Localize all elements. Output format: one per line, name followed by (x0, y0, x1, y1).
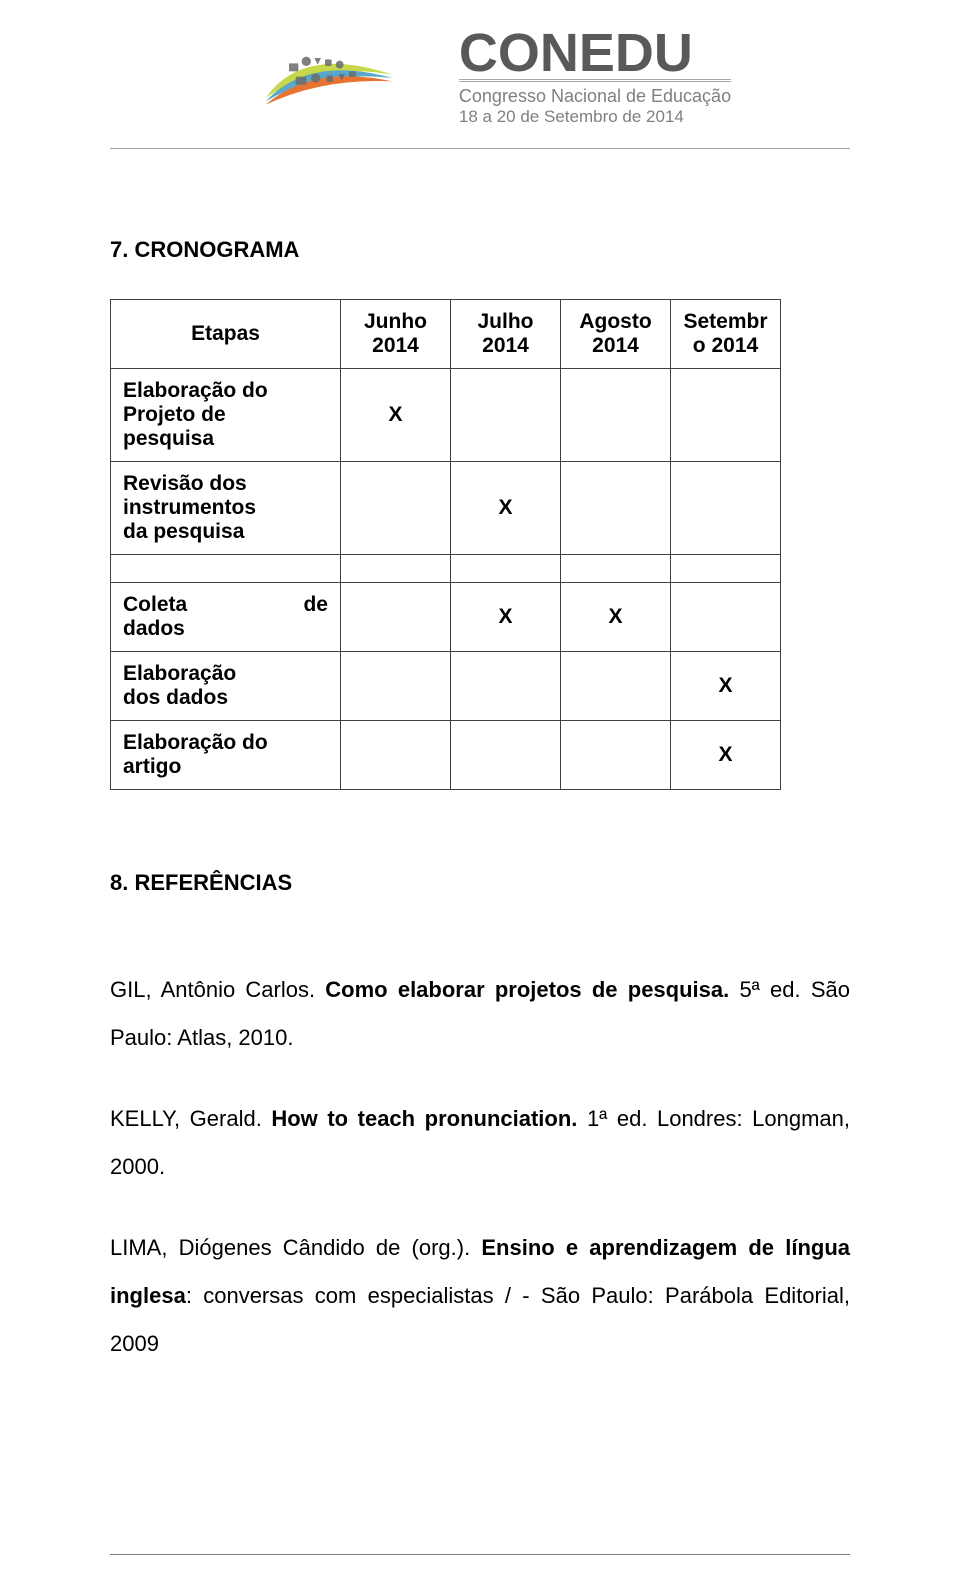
cell-x: X (451, 583, 561, 652)
brand-title: CONEDU (459, 29, 731, 83)
cell (561, 721, 671, 790)
cell (561, 462, 671, 555)
cell-x: X (561, 583, 671, 652)
logo-conedu-graphic (229, 18, 429, 138)
page-content: 7. CRONOGRAMA Etapas Junho2014 Julho2014… (110, 157, 850, 1369)
reference-item: KELLY, Gerald. How to teach pronunciatio… (110, 1095, 850, 1192)
footer-rule (110, 1554, 850, 1555)
cell (561, 652, 671, 721)
col-header-agosto: Agosto2014 (561, 300, 671, 369)
reference-item: LIMA, Diógenes Cândido de (org.). Ensino… (110, 1224, 850, 1369)
cell (451, 652, 561, 721)
reference-item: GIL, Antônio Carlos. Como elaborar proje… (110, 966, 850, 1063)
col-header-junho: Junho2014 (341, 300, 451, 369)
page-header: CONEDU Congresso Nacional de Educação 18… (0, 0, 960, 146)
row-label: Elaboração dos dados (111, 652, 341, 721)
cell (671, 583, 781, 652)
cell-x: X (671, 721, 781, 790)
row-label: Elaboração do Projeto de pesquisa (111, 369, 341, 462)
table-row: Coletade dados X X (111, 583, 781, 652)
section-8-title: 8. REFERÊNCIAS (110, 870, 850, 896)
header-rule (110, 148, 850, 149)
cell (671, 369, 781, 462)
table-row: Elaboração dos dados X (111, 652, 781, 721)
col-header-setembro: Setembro 2014 (671, 300, 781, 369)
cell-x: X (671, 652, 781, 721)
cronograma-table: Etapas Junho2014 Julho2014 Agosto2014 Se… (110, 299, 781, 790)
col-header-julho: Julho2014 (451, 300, 561, 369)
row-label: Elaboração do artigo (111, 721, 341, 790)
table-row: Revisão dos instrumentos da pesquisa X (111, 462, 781, 555)
swoosh-icon (229, 38, 429, 118)
row-label: Coletade dados (111, 583, 341, 652)
row-label: Revisão dos instrumentos da pesquisa (111, 462, 341, 555)
cell (341, 652, 451, 721)
table-row: Elaboração do artigo X (111, 721, 781, 790)
cell (451, 369, 561, 462)
cell (341, 721, 451, 790)
col-header-etapas: Etapas (111, 300, 341, 369)
logo-text-block: CONEDU Congresso Nacional de Educação 18… (459, 29, 731, 128)
references-list: GIL, Antônio Carlos. Como elaborar proje… (110, 966, 850, 1369)
cell (561, 369, 671, 462)
table-header-row: Etapas Junho2014 Julho2014 Agosto2014 Se… (111, 300, 781, 369)
cell (341, 462, 451, 555)
brand-dates: 18 a 20 de Setembro de 2014 (459, 107, 731, 127)
brand-subtitle: Congresso Nacional de Educação (459, 86, 731, 107)
section-7-title: 7. CRONOGRAMA (110, 237, 850, 263)
cronograma-table-wrap: Etapas Junho2014 Julho2014 Agosto2014 Se… (110, 299, 850, 790)
table-row: Elaboração do Projeto de pesquisa X (111, 369, 781, 462)
cell (671, 462, 781, 555)
table-gap (111, 555, 781, 583)
cell-x: X (341, 369, 451, 462)
cell-x: X (451, 462, 561, 555)
cell (451, 721, 561, 790)
cell (341, 583, 451, 652)
